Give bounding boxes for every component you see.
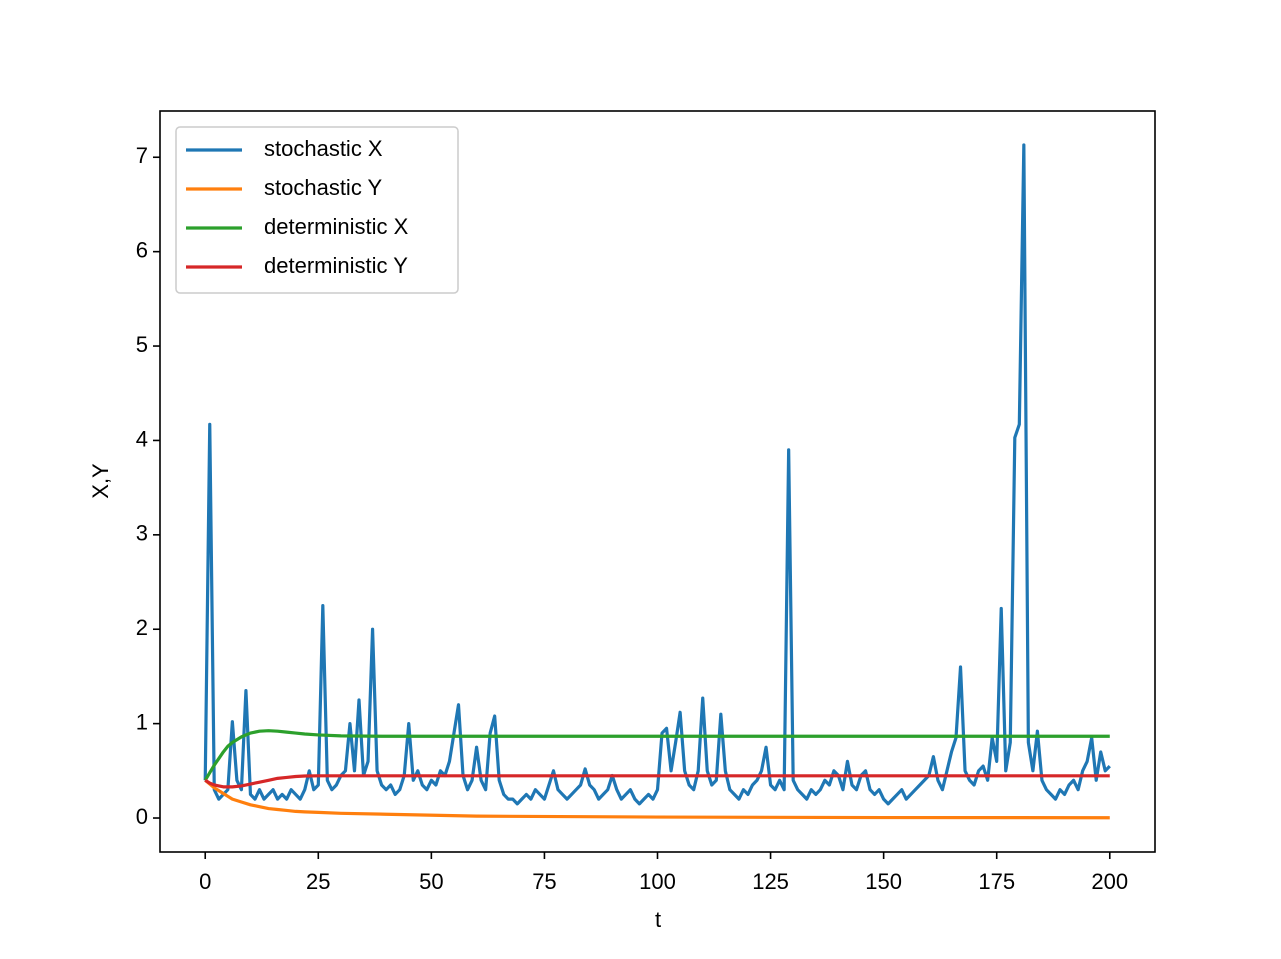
x-axis-label: t: [655, 907, 661, 932]
series-line: [203, 143, 1111, 806]
y-tick-label: 6: [136, 237, 148, 262]
x-tick-label: 25: [306, 869, 330, 894]
y-tick-label: 0: [136, 804, 148, 829]
x-tick-label: 100: [639, 869, 676, 894]
legend-label: stochastic Y: [264, 175, 383, 200]
series-line: [204, 774, 1110, 789]
y-tick-label: 2: [136, 615, 148, 640]
x-tick-label: 0: [199, 869, 211, 894]
y-tick-label: 5: [136, 332, 148, 357]
y-tick-label: 4: [136, 426, 148, 451]
x-tick-label: 175: [978, 869, 1015, 894]
plot-frame: [159, 110, 1156, 853]
x-tick-label: 50: [419, 869, 443, 894]
series-line: [203, 729, 1110, 782]
x-tick-label: 75: [532, 869, 556, 894]
x-tick-label: 150: [865, 869, 902, 894]
legend-label: stochastic X: [264, 136, 383, 161]
legend: stochastic X stochastic Y deterministic X d…: [175, 126, 459, 294]
legend-label: deterministic Y: [264, 253, 408, 278]
y-tick-label: 3: [136, 521, 148, 546]
legend-frame: [175, 126, 459, 294]
series-line: [204, 779, 1110, 820]
y-tick-label: 1: [136, 709, 148, 734]
y-tick-label: 7: [136, 143, 148, 168]
legend-label: deterministic X: [264, 214, 409, 239]
x-tick-label: 200: [1091, 869, 1128, 894]
x-tick-label: 125: [752, 869, 789, 894]
y-axis-label: X,Y: [88, 463, 113, 499]
